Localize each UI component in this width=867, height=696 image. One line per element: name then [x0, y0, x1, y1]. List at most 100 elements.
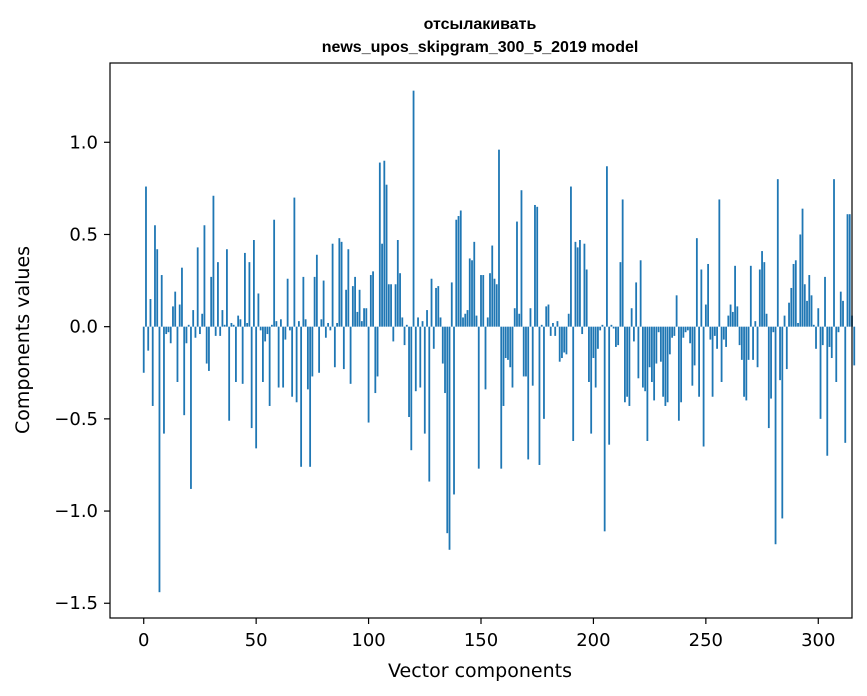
bar — [835, 326, 838, 382]
bar — [174, 291, 177, 327]
bar — [408, 326, 410, 418]
bar — [646, 326, 649, 441]
bar — [761, 251, 763, 327]
bar — [477, 326, 480, 469]
bar — [702, 326, 705, 447]
bar — [624, 326, 626, 403]
bar — [633, 326, 635, 342]
bar — [489, 273, 491, 327]
bar — [518, 313, 521, 327]
chart-title-line2: news_upos_skipgram_300_5_2019 model — [322, 39, 639, 56]
bar — [630, 308, 633, 327]
bar — [428, 326, 431, 482]
x-tick-label: 250 — [689, 630, 723, 651]
bar — [266, 326, 269, 335]
bar — [360, 321, 363, 327]
bar — [556, 321, 559, 327]
bar — [698, 326, 700, 397]
bar — [163, 326, 165, 434]
bar — [756, 326, 759, 368]
bar — [462, 317, 464, 327]
bar — [185, 326, 188, 344]
bar — [273, 219, 276, 327]
bar — [682, 326, 685, 338]
bar — [196, 247, 199, 327]
bar — [286, 278, 289, 327]
bar — [381, 243, 383, 327]
bar — [653, 326, 656, 401]
bar — [801, 208, 804, 327]
bar — [588, 326, 590, 382]
bar — [500, 326, 503, 469]
bar — [833, 179, 835, 327]
bar — [367, 326, 370, 423]
bar — [394, 284, 397, 327]
bar — [601, 324, 604, 327]
bar — [208, 326, 210, 371]
bar — [304, 319, 307, 327]
x-axis-label: Vector components — [388, 660, 572, 682]
bar — [549, 326, 552, 336]
bar — [493, 278, 496, 327]
bar — [284, 326, 287, 340]
bar — [412, 90, 415, 327]
bar — [257, 293, 260, 327]
bar — [172, 306, 174, 327]
bar — [572, 326, 575, 441]
bar — [151, 326, 154, 406]
bar — [385, 184, 388, 327]
bar — [167, 326, 170, 333]
bar — [570, 186, 572, 327]
bar — [351, 286, 354, 327]
bar — [745, 326, 748, 401]
bar — [513, 308, 516, 327]
bar — [803, 284, 806, 327]
bar — [378, 162, 381, 327]
x-tick-label: 0 — [138, 630, 149, 651]
bar — [662, 326, 665, 397]
y-axis-label: Components values — [12, 246, 34, 434]
bar — [767, 326, 770, 429]
bar — [774, 326, 777, 545]
bar — [522, 326, 525, 377]
bar — [846, 214, 849, 327]
x-tick-label: 200 — [576, 630, 610, 651]
x-tick-label: 300 — [801, 630, 835, 651]
bar — [399, 273, 401, 327]
bar — [376, 326, 379, 377]
bar — [450, 282, 453, 327]
bar — [725, 326, 727, 347]
bar — [342, 326, 345, 370]
bar — [641, 326, 644, 388]
bar — [246, 322, 249, 327]
x-tick-label: 100 — [351, 630, 385, 651]
bar — [689, 326, 692, 344]
bar — [392, 326, 395, 342]
x-tick-label: 50 — [245, 630, 268, 651]
y-tick-label: −0.5 — [54, 409, 98, 430]
bar — [792, 263, 795, 327]
bar — [516, 221, 518, 327]
bar — [149, 299, 152, 327]
bar — [606, 166, 608, 327]
bar — [183, 326, 186, 416]
bar — [677, 326, 680, 421]
bar — [657, 326, 660, 333]
bar — [520, 190, 523, 327]
bar — [320, 319, 323, 327]
bar — [619, 262, 622, 327]
bar — [423, 326, 426, 434]
bar — [244, 252, 246, 327]
bar — [740, 326, 743, 360]
bar — [808, 275, 811, 327]
bar — [430, 278, 433, 327]
bar — [581, 326, 584, 335]
bar — [770, 326, 772, 399]
bar — [738, 326, 741, 346]
bar — [621, 199, 624, 327]
bar — [668, 326, 671, 355]
bar — [536, 206, 539, 327]
bar — [758, 269, 761, 327]
bar — [747, 326, 750, 360]
bar — [484, 326, 487, 390]
